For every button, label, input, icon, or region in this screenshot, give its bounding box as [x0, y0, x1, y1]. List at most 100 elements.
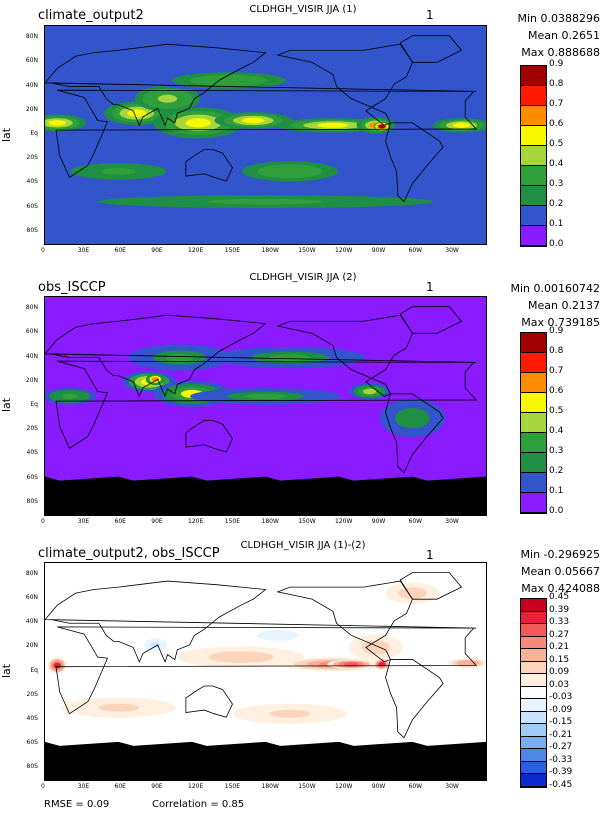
field-contour-6-3 — [367, 643, 384, 652]
coastline-0 — [55, 626, 478, 715]
x-tick-label: 30W — [445, 247, 459, 254]
y-tick-label: 80S — [26, 762, 38, 770]
field-contour-0-3 — [53, 662, 62, 669]
field-contour-7-3 — [269, 354, 311, 361]
map-svg — [45, 297, 486, 515]
coastline-2 — [185, 420, 233, 453]
x-tick-label: 60E — [114, 783, 126, 790]
y-tick-label: Eq — [30, 666, 38, 674]
colorbar-label: 0.33 — [549, 617, 570, 628]
colorbar-segment — [521, 699, 546, 712]
field-contour-5-3 — [223, 653, 259, 661]
panel-2-colorbar — [520, 332, 547, 514]
y-tick-label: 40N — [25, 352, 38, 360]
x-tick-label: 0 — [41, 783, 45, 790]
panel-3-map — [44, 562, 487, 781]
field-contour-2-3 — [343, 662, 359, 667]
colorbar-segment — [521, 206, 546, 226]
colorbar-label: 0.27 — [549, 629, 570, 640]
colorbar-segment — [521, 599, 546, 612]
colorbar-label: 0.15 — [549, 654, 570, 665]
panel-3-min: Min -0.296925 — [520, 548, 600, 561]
x-tick-label: 180W — [261, 518, 279, 525]
y-tick-label: 80S — [26, 497, 38, 505]
missing-data-mask — [45, 741, 486, 780]
y-tick-label: 60N — [25, 328, 38, 336]
map-background — [45, 26, 486, 244]
colorbar-segment — [521, 393, 546, 413]
x-tick-label: 120E — [188, 783, 204, 790]
coastline-3 — [276, 580, 413, 663]
colorbar-label: 0.09 — [549, 667, 570, 678]
colorbar-label: 0.1 — [549, 219, 564, 229]
colorbar-label: -0.21 — [549, 729, 573, 740]
colorbar-label: -0.39 — [549, 767, 573, 778]
colorbar-segment — [521, 186, 546, 206]
y-tick-label: 80N — [25, 304, 38, 312]
colorbar-segment — [521, 686, 546, 700]
panel-2-title: CLDHGH_VISIR JJA (2) — [249, 272, 357, 283]
colorbar-segment — [521, 226, 546, 246]
colorbar-label: -0.33 — [549, 754, 573, 765]
x-tick-label: 150E — [224, 247, 240, 254]
colorbar-segment — [521, 736, 546, 750]
colorbar-segment — [521, 674, 546, 687]
x-tick-label: 120E — [188, 518, 204, 525]
y-tick-label: 40N — [25, 81, 38, 89]
colorbar-label: 0.7 — [549, 366, 564, 376]
coastline-4 — [385, 393, 444, 474]
rmse-label: RMSE = 0.09 — [44, 799, 110, 810]
colorbar-segment — [521, 106, 546, 126]
panel-3-unit: 1 — [426, 548, 434, 562]
colorbar-segment — [521, 333, 546, 353]
colorbar-label: 0.8 — [549, 346, 564, 356]
panel-3-title: CLDHGH_VISIR JJA (1)-(2) — [240, 540, 366, 551]
x-tick-label: 90W — [371, 247, 386, 254]
x-tick-label: 0 — [41, 518, 45, 525]
coastline-1 — [45, 43, 477, 127]
colorbar-label: 0.03 — [549, 679, 570, 690]
y-tick-label: 60N — [25, 594, 38, 602]
panel-3-stats: Min -0.296925 Mean 0.05667 Max 0.424088 — [521, 546, 600, 597]
y-tick-label: 40S — [26, 714, 38, 722]
y-tick-label: 20N — [25, 642, 38, 650]
map-svg — [45, 563, 486, 780]
field-contour-3-3 — [61, 393, 78, 400]
colorbar-segment — [521, 749, 546, 762]
panel-1-mean: Mean 0.2651 — [528, 29, 600, 42]
colorbar-segment — [521, 166, 546, 186]
x-tick-label: 90E — [151, 783, 163, 790]
y-tick-label: Eq — [30, 401, 38, 408]
panel-1-colorbar — [520, 65, 547, 247]
panel-3-colorbar — [520, 598, 547, 788]
colorbar-segment — [521, 66, 546, 86]
x-tick-label: 120W — [335, 518, 353, 525]
field-contour-3-3 — [242, 117, 265, 124]
field-contour-10-3 — [272, 167, 308, 176]
colorbar-segment — [521, 661, 546, 675]
x-tick-label: 60W — [408, 247, 423, 254]
x-tick-label: 90W — [371, 518, 386, 525]
colorbar-segment — [521, 624, 546, 637]
x-tick-label: 30E — [77, 247, 90, 254]
panel-1-title: CLDHGH_VISIR JJA (1) — [249, 4, 357, 15]
y-tick-label: 60N — [25, 57, 38, 65]
panel-2-min: Min 0.00160742 — [510, 282, 601, 295]
colorbar-label: 0.39 — [549, 604, 570, 615]
y-tick-label: 20S — [26, 154, 38, 162]
x-tick-label: 60W — [408, 518, 423, 525]
y-tick-label: 80N — [25, 33, 38, 41]
coastline-3 — [276, 314, 413, 397]
panel-3-case-name: climate_output2, obs_ISCCP — [38, 546, 220, 561]
field-contour-8-3 — [402, 412, 423, 424]
field-contour-7-3 — [452, 122, 471, 128]
y-tick-label: 20N — [25, 376, 38, 384]
panel-3-max: Max 0.424088 — [521, 582, 600, 595]
colorbar-label: 0.3 — [549, 179, 564, 189]
colorbar-segment — [521, 473, 546, 493]
y-tick-label: 60S — [26, 202, 38, 210]
colorbar-label: 0.5 — [549, 406, 564, 416]
x-tick-label: 60W — [408, 783, 423, 790]
field-contour-0-3 — [48, 120, 66, 126]
x-tick-label: 30W — [445, 783, 459, 790]
